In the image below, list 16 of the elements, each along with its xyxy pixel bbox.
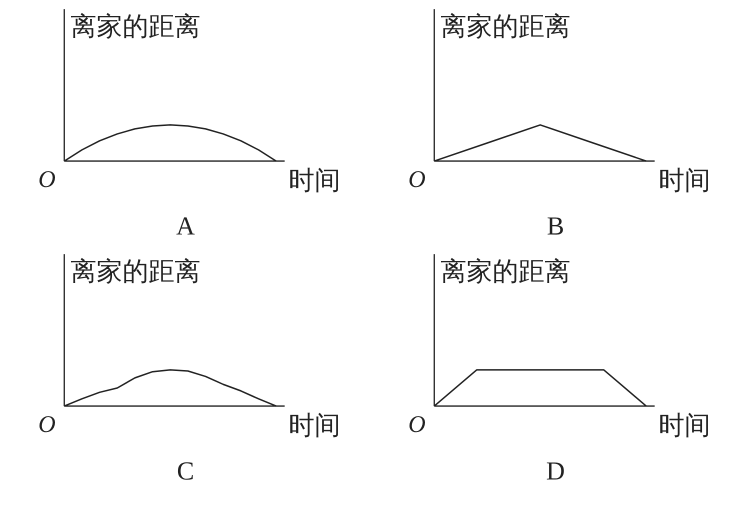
text: B	[546, 212, 564, 240]
text: O	[408, 412, 426, 438]
y-axis-title: 离家的距离	[440, 256, 570, 286]
x-axis-title: 时间	[288, 410, 341, 440]
x-axis-title: 时间	[658, 165, 711, 196]
text: O	[38, 167, 56, 194]
text: D	[546, 456, 565, 486]
text: C	[176, 456, 194, 486]
y-axis-title: 离家的距离	[70, 11, 200, 42]
text: A	[176, 212, 196, 240]
text: O	[408, 167, 426, 194]
y-axis-title: 离家的距离	[70, 256, 200, 286]
x-axis-title: 时间	[658, 410, 711, 440]
y-axis-title: 离家的距离	[440, 11, 570, 42]
x-axis-title: 时间	[288, 165, 341, 196]
text: O	[38, 412, 56, 438]
